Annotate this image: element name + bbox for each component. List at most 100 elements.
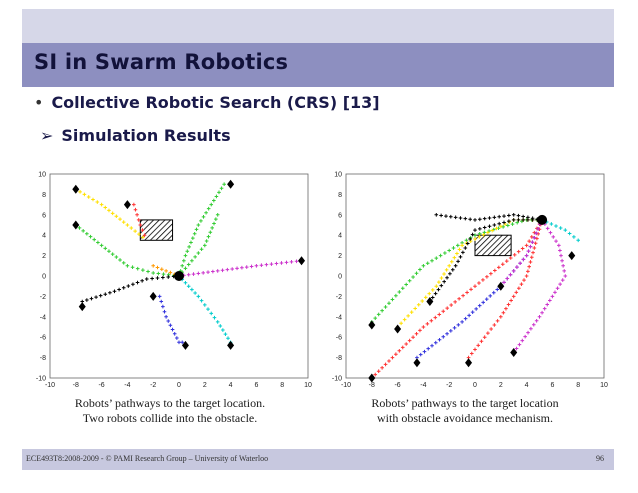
path-marker xyxy=(453,264,458,268)
path-marker xyxy=(164,269,168,273)
path-marker xyxy=(226,336,230,341)
path-marker xyxy=(135,266,140,271)
path-marker xyxy=(411,335,415,339)
path-marker xyxy=(402,317,407,322)
path-marker xyxy=(532,230,537,235)
path-marker xyxy=(430,258,434,263)
path-marker xyxy=(447,248,451,253)
path-marker xyxy=(94,295,98,299)
path-marker xyxy=(144,277,149,281)
path-marker xyxy=(528,244,533,249)
path-marker xyxy=(576,238,580,243)
path-marker xyxy=(284,260,289,265)
path-marker xyxy=(185,249,190,254)
path-marker xyxy=(492,323,497,327)
x-tick-label: 8 xyxy=(576,382,580,389)
bullet-icon: • xyxy=(34,93,44,112)
path-marker xyxy=(220,268,225,273)
path-marker xyxy=(492,215,497,220)
path-marker xyxy=(426,346,431,351)
path-marker xyxy=(199,298,204,303)
path-marker xyxy=(199,219,203,223)
path-marker xyxy=(524,274,529,278)
path-marker xyxy=(132,202,136,207)
path-marker xyxy=(425,261,430,266)
robot-start-marker xyxy=(568,251,576,261)
path-marker xyxy=(166,319,171,323)
path-marker xyxy=(180,340,185,345)
path-marker xyxy=(534,318,539,323)
path-marker xyxy=(81,229,85,233)
path-marker xyxy=(502,280,506,285)
x-tick-label: 6 xyxy=(550,382,554,389)
path-marker xyxy=(449,214,453,219)
path-marker xyxy=(524,253,529,258)
path-marker xyxy=(521,257,526,262)
path-marker xyxy=(135,280,140,285)
path-marker xyxy=(477,235,482,239)
path-marker xyxy=(470,232,475,237)
path-marker xyxy=(461,293,465,298)
path-marker xyxy=(125,223,130,227)
path-marker xyxy=(474,307,478,311)
x-tick-label: 4 xyxy=(229,382,233,389)
path-marker xyxy=(497,214,501,219)
path-marker xyxy=(448,271,452,276)
path-marker xyxy=(516,213,521,218)
path-marker xyxy=(206,270,210,274)
path-marker xyxy=(508,256,513,260)
path-marker xyxy=(494,226,499,231)
path-marker xyxy=(524,243,529,248)
path-marker xyxy=(477,232,482,236)
path-marker xyxy=(489,327,493,331)
path-marker xyxy=(558,282,562,286)
path-marker xyxy=(489,271,493,276)
path-marker xyxy=(442,272,446,276)
path-marker xyxy=(196,251,201,255)
path-marker xyxy=(168,323,173,328)
path-marker xyxy=(433,340,438,345)
path-marker xyxy=(121,261,126,265)
path-marker xyxy=(196,271,201,276)
path-marker xyxy=(527,239,531,243)
path-marker xyxy=(201,215,206,219)
path-marker xyxy=(387,301,391,305)
path-marker xyxy=(225,267,230,272)
path-marker xyxy=(511,213,516,217)
path-marker xyxy=(508,272,513,277)
path-marker xyxy=(458,255,463,259)
y-tick-label: -6 xyxy=(336,335,342,342)
path-marker xyxy=(461,250,465,255)
page-title: SI in Swarm Robotics xyxy=(34,50,289,74)
path-marker xyxy=(522,278,526,282)
path-marker xyxy=(482,230,487,235)
path-marker xyxy=(567,231,572,236)
path-marker xyxy=(230,267,235,271)
page-number: 96 xyxy=(596,454,604,463)
path-marker xyxy=(209,202,214,207)
path-marker xyxy=(495,319,500,323)
path-marker xyxy=(516,249,521,254)
path-marker xyxy=(95,200,100,204)
path-marker xyxy=(416,302,421,307)
path-marker xyxy=(418,328,422,333)
path-marker xyxy=(502,220,506,225)
right-caption-line-2: with obstacle avoidance mechanism. xyxy=(377,411,553,425)
path-marker xyxy=(85,298,89,302)
path-marker xyxy=(387,359,391,363)
path-marker xyxy=(558,226,563,230)
path-marker xyxy=(206,234,211,239)
path-marker xyxy=(183,266,188,271)
path-marker xyxy=(206,307,210,311)
path-marker xyxy=(530,240,535,245)
path-marker xyxy=(457,247,462,252)
path-marker xyxy=(491,290,496,295)
robot-start-marker xyxy=(72,184,80,194)
x-tick-label: -2 xyxy=(150,382,156,389)
path-marker xyxy=(214,194,219,199)
path-marker xyxy=(460,320,464,324)
sub-bullet-text: Simulation Results xyxy=(61,126,231,145)
path-marker xyxy=(560,278,565,282)
path-marker xyxy=(380,366,384,370)
path-marker xyxy=(186,272,191,277)
